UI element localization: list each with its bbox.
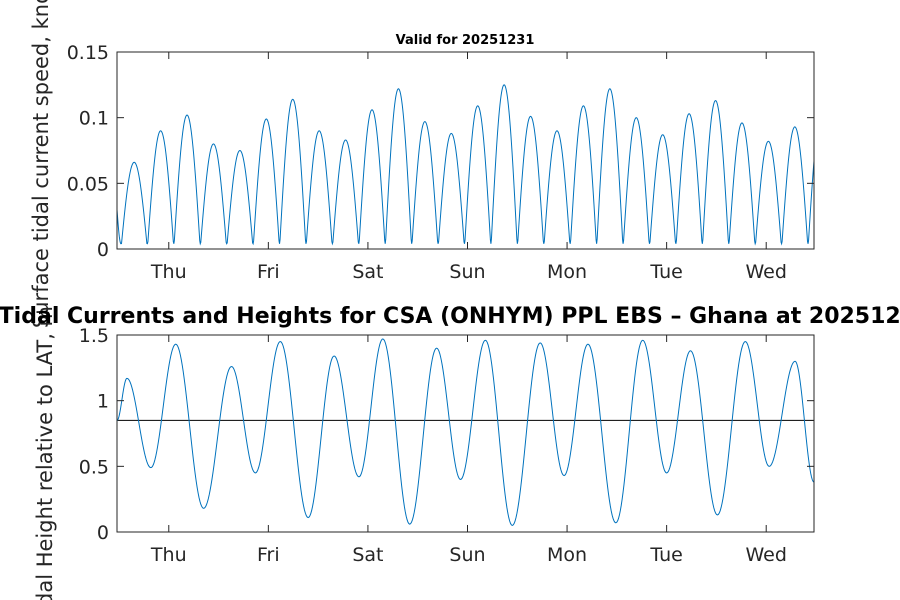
y-axis-label-height: Tidal Height relative to LAT, m [33, 306, 57, 600]
chart-subtitle: Valid for 20251231 [396, 33, 535, 48]
chart-title: Tidal Currents and Heights for CSA (ONHY… [0, 304, 900, 329]
x-tick-label-tue: Tue [649, 261, 682, 283]
axes-box [116, 334, 815, 533]
y-axis-label-current: Surface tidal current speed, knots [29, 0, 53, 328]
x-tick-label-wed: Wed [745, 261, 786, 283]
x-tick-label-tue: Tue [649, 544, 682, 566]
axes-box [116, 51, 815, 250]
tidal-height-panel: 0 0.5 1 1.5 Thu Fri Sat Sun Mon Tue Wed Tidal Hei… [33, 306, 815, 600]
current-speed-panel: 0 0.05 0.1 0.15 Thu Fri Sat Sun Mon Tue Wed Valid… [29, 0, 815, 328]
tidal-height-series-line [116, 338, 815, 526]
x-tick-label-sat: Sat [352, 261, 383, 283]
x-tick-label-fri: Fri [257, 261, 280, 283]
x-tick-label-fri: Fri [257, 544, 280, 566]
x-tick-label-thu: Thu [150, 544, 187, 566]
y-tick-label: 0 [97, 522, 109, 544]
x-tick-label-mon: Mon [547, 261, 587, 283]
x-tick-label-wed: Wed [745, 544, 786, 566]
y-tick-label: 1 [97, 391, 109, 413]
x-tick-label-mon: Mon [547, 544, 587, 566]
x-tick-label-thu: Thu [150, 261, 187, 283]
y-tick-label: 0.5 [79, 456, 109, 478]
y-tick-label: 0.05 [67, 173, 109, 195]
x-tick-label-sun: Sun [449, 544, 485, 566]
plot-area [117, 335, 814, 532]
y-tick-label: 1.5 [79, 325, 109, 347]
y-tick-label: 0 [97, 239, 109, 261]
x-tick-label-sat: Sat [352, 544, 383, 566]
current-speed-series-line [116, 84, 815, 246]
plot-area [117, 52, 814, 249]
y-tick-label: 0.15 [67, 42, 109, 64]
y-tick-label: 0.1 [79, 108, 109, 130]
x-tick-label-sun: Sun [449, 261, 485, 283]
